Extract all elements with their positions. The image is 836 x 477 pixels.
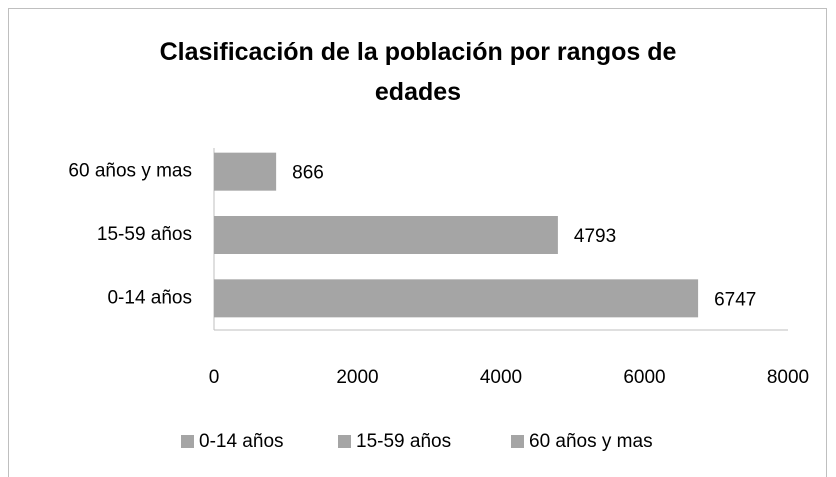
x-tick-label: 4000 [480,367,522,388]
x-tick-label: 2000 [336,367,378,388]
bar [214,216,558,254]
chart-border [8,8,827,477]
y-tick-label: 15-59 años [97,224,192,245]
bar [214,152,277,191]
x-tick-label: 0 [209,367,220,388]
legend-label: 60 años y mas [529,431,653,452]
x-tick-label: 8000 [767,367,809,388]
data-label: 6747 [714,289,756,310]
legend-swatch [511,435,524,448]
legend-label: 0-14 años [199,431,284,452]
data-label: 4793 [574,226,616,247]
legend-label: 15-59 años [356,431,451,452]
legend-swatch [181,435,194,448]
bar [214,279,699,318]
x-tick-label: 6000 [623,367,665,388]
chart-title: Clasificación de la población por rangos… [159,38,677,106]
y-tick-label: 0-14 años [107,287,192,308]
y-tick-label: 60 años y mas [68,161,192,182]
legend-swatch [338,435,351,448]
data-label: 866 [292,163,324,184]
